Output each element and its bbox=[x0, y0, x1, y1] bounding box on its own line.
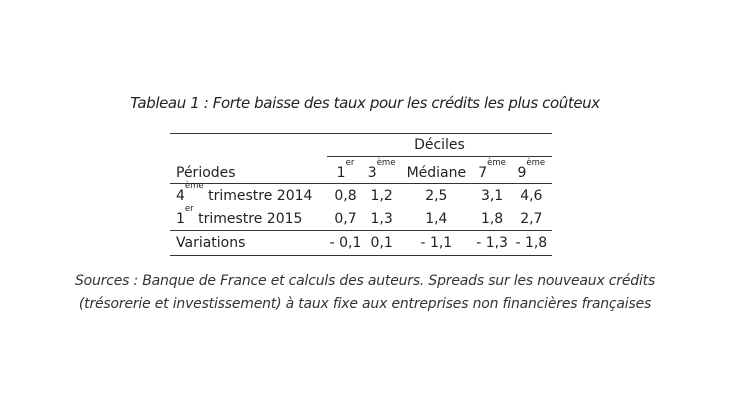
col-header-9: 9ème bbox=[510, 156, 552, 184]
variations-row: Variations - 0,1 0,1 - 1,1 - 1,3 - 1,8 bbox=[170, 230, 552, 256]
table-cell: 0,7 bbox=[334, 210, 357, 227]
table-cell: - 1,1 bbox=[399, 230, 474, 256]
table-cell: 3,1 bbox=[480, 187, 504, 204]
table-cell: 2,7 bbox=[520, 210, 543, 227]
rates-table: Déciles Périodes 1er 3ème Médiane 7ème 9… bbox=[170, 133, 552, 256]
col-header-7: 7ème bbox=[473, 156, 511, 184]
row-label: Variations bbox=[170, 230, 327, 256]
periods-header: Périodes bbox=[170, 156, 327, 184]
empty-cell bbox=[170, 133, 327, 157]
table-cell: - 1,8 bbox=[510, 230, 552, 256]
table-title: Tableau 1 : Forte baisse des taux pour l… bbox=[130, 94, 600, 112]
sources-line-1: Sources : Banque de France et calculs de… bbox=[74, 273, 656, 289]
table-row: 1er trimestre 2015 0,7 1,3 1,4 1,8 2,7 bbox=[170, 203, 552, 231]
table-cell: 4,6 bbox=[520, 187, 543, 204]
table-cell: - 0,1 bbox=[326, 230, 365, 256]
sources-line-2: (trésorerie et investissement) à taux fi… bbox=[78, 296, 652, 312]
row-label: 1er trimestre 2015 bbox=[176, 203, 303, 227]
table-cell: 1,4 bbox=[425, 210, 448, 227]
deciles-header-row: Déciles bbox=[170, 133, 552, 157]
table-cell: 0,8 bbox=[334, 187, 357, 204]
table-cell: 1,2 bbox=[370, 187, 393, 204]
table-cell: 1,3 bbox=[370, 210, 393, 227]
table-row: 4ème trimestre 2014 0,8 1,2 2,5 3,1 4,6 bbox=[170, 180, 552, 208]
table-cell: 0,1 bbox=[364, 230, 400, 256]
table-cell: 2,5 bbox=[425, 187, 448, 204]
col-header-1: 1er bbox=[326, 156, 365, 184]
row-label: 4ème trimestre 2014 bbox=[176, 180, 313, 204]
sources-note: Sources : Banque de France et calculs de… bbox=[0, 270, 730, 316]
col-header-3: 3ème bbox=[364, 156, 400, 184]
column-header-row: Périodes 1er 3ème Médiane 7ème 9ème bbox=[170, 156, 552, 184]
table-cell: 1,8 bbox=[480, 210, 504, 227]
deciles-header: Déciles bbox=[326, 133, 552, 157]
table-cell: - 1,3 bbox=[473, 230, 511, 256]
col-header-median: Médiane bbox=[399, 156, 474, 184]
